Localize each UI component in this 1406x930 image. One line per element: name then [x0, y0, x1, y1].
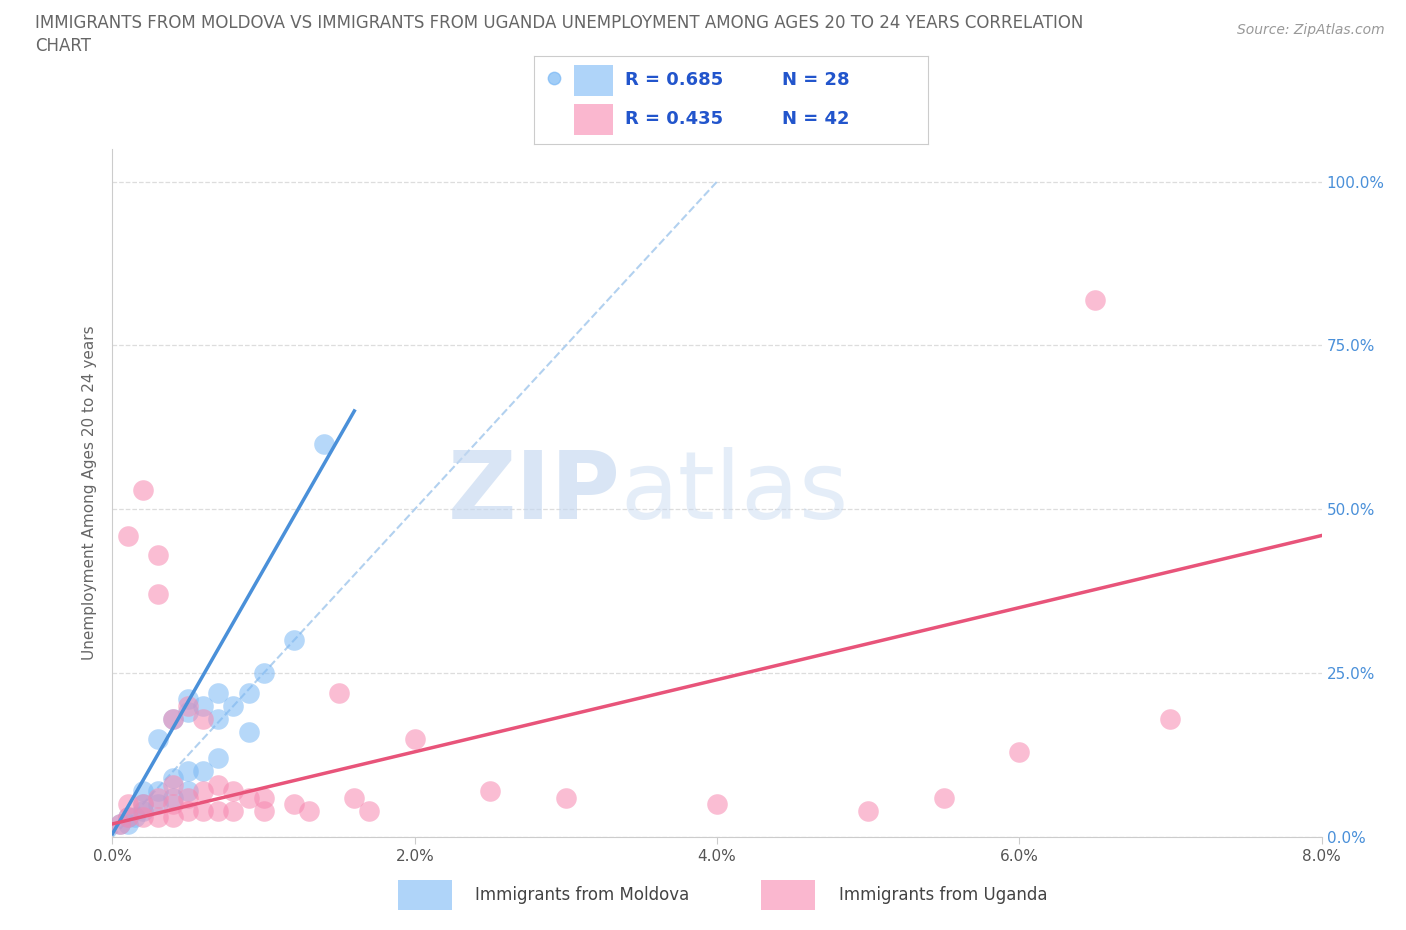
Point — [312, 436, 335, 451]
Point — [253, 790, 276, 805]
Point — [162, 797, 184, 812]
Bar — [574, 65, 613, 96]
Point — [177, 698, 200, 713]
Point — [1159, 711, 1181, 726]
Point — [706, 797, 728, 812]
Text: Source: ZipAtlas.com: Source: ZipAtlas.com — [1237, 23, 1385, 37]
Point — [132, 482, 155, 497]
Point — [328, 685, 350, 700]
Bar — [762, 880, 815, 910]
Point — [222, 784, 245, 799]
Point — [108, 817, 131, 831]
Text: CHART: CHART — [35, 37, 91, 55]
Point — [238, 790, 260, 805]
Point — [191, 784, 215, 799]
Point — [177, 784, 200, 799]
Point — [117, 817, 139, 831]
Point — [177, 692, 200, 707]
Text: R = 0.435: R = 0.435 — [624, 111, 723, 128]
Point — [177, 790, 200, 805]
Point — [117, 810, 139, 825]
Point — [222, 698, 245, 713]
Point — [298, 804, 321, 818]
Point — [207, 804, 229, 818]
Point — [479, 784, 502, 799]
Text: atlas: atlas — [620, 447, 849, 538]
Point — [359, 804, 381, 818]
Point — [191, 764, 215, 779]
Point — [132, 804, 155, 818]
Point — [191, 711, 215, 726]
Text: N = 42: N = 42 — [782, 111, 849, 128]
Point — [253, 666, 276, 681]
Point — [207, 751, 229, 765]
Point — [177, 764, 200, 779]
Point — [117, 528, 139, 543]
Point — [132, 810, 155, 825]
Point — [238, 724, 260, 739]
Point — [283, 797, 305, 812]
Text: R = 0.685: R = 0.685 — [624, 71, 723, 88]
Point — [162, 771, 184, 786]
Bar — [398, 880, 453, 910]
Point — [191, 698, 215, 713]
Point — [132, 784, 155, 799]
Text: IMMIGRANTS FROM MOLDOVA VS IMMIGRANTS FROM UGANDA UNEMPLOYMENT AMONG AGES 20 TO : IMMIGRANTS FROM MOLDOVA VS IMMIGRANTS FR… — [35, 14, 1084, 32]
Point — [162, 810, 184, 825]
Point — [162, 711, 184, 726]
Point — [117, 810, 139, 825]
Text: N = 28: N = 28 — [782, 71, 849, 88]
Text: ZIP: ZIP — [447, 447, 620, 538]
Point — [283, 633, 305, 648]
Point — [146, 797, 169, 812]
Point — [1084, 292, 1107, 307]
Point — [253, 804, 276, 818]
Point — [404, 731, 426, 746]
Point — [932, 790, 955, 805]
Point — [177, 804, 200, 818]
Point — [146, 731, 169, 746]
Point — [207, 711, 229, 726]
Point — [554, 790, 576, 805]
Bar — [574, 104, 613, 136]
Point — [146, 784, 169, 799]
Point — [343, 790, 366, 805]
Point — [222, 804, 245, 818]
Y-axis label: Unemployment Among Ages 20 to 24 years: Unemployment Among Ages 20 to 24 years — [82, 326, 97, 660]
Point — [117, 797, 139, 812]
Point — [238, 685, 260, 700]
Point — [132, 797, 155, 812]
Point — [132, 797, 155, 812]
Point — [1008, 744, 1031, 759]
Point — [177, 705, 200, 720]
Point — [146, 810, 169, 825]
Point — [207, 685, 229, 700]
Point — [108, 817, 131, 831]
Point — [162, 790, 184, 805]
Point — [191, 804, 215, 818]
Point — [162, 777, 184, 792]
Text: Immigrants from Uganda: Immigrants from Uganda — [838, 886, 1047, 904]
Point — [146, 587, 169, 602]
Point — [146, 790, 169, 805]
Point — [543, 71, 565, 86]
Point — [162, 711, 184, 726]
Point — [207, 777, 229, 792]
Text: Immigrants from Moldova: Immigrants from Moldova — [475, 886, 689, 904]
Point — [124, 810, 146, 825]
Point — [856, 804, 880, 818]
Point — [146, 548, 169, 563]
